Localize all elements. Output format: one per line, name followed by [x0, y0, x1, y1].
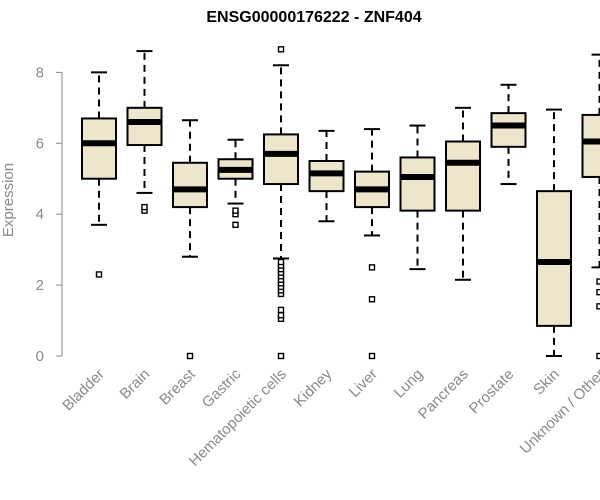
iqr-box: [490, 112, 527, 148]
x-tick-label: Pancreas: [415, 366, 472, 423]
chart-title: ENSG00000176222 - ZNF404: [206, 9, 421, 26]
box-bladder: [81, 71, 117, 278]
outlier-point: [368, 352, 376, 360]
box-kidney: [308, 129, 345, 223]
outlier-point: [232, 221, 239, 229]
box-hematopoietic-cells: [263, 46, 299, 360]
outlier-point: [95, 271, 103, 278]
box-pancreas: [445, 106, 481, 281]
x-tick-label: Prostate: [466, 366, 518, 418]
x-tick-label: Brain: [117, 366, 154, 403]
box-gastric: [217, 138, 254, 229]
outlier-point: [277, 306, 285, 314]
box-breast: [172, 119, 208, 360]
y-tick-label: 8: [36, 64, 44, 81]
box-skin: [536, 108, 572, 357]
box-unknown-other: [581, 53, 600, 360]
boxes: [81, 46, 600, 360]
iqr-box: [399, 156, 436, 212]
x-tick-label: Skin: [530, 366, 563, 399]
iqr-box: [126, 106, 163, 147]
iqr-box: [263, 133, 299, 186]
outlier-point: [277, 46, 285, 53]
outlier-point: [368, 296, 376, 303]
outlier-point: [186, 352, 194, 360]
y-tick-label: 4: [36, 206, 44, 223]
x-tick-label: Breast: [156, 365, 199, 408]
iqr-box: [536, 190, 572, 327]
y-tick-label: 0: [36, 348, 44, 365]
x-tick-label: Lung: [391, 366, 427, 402]
y-tick-label: 2: [36, 277, 44, 294]
iqr-box: [172, 161, 208, 209]
outlier-point: [368, 264, 376, 271]
iqr-box: [81, 117, 117, 180]
iqr-box: [581, 113, 600, 178]
outlier-point: [277, 312, 285, 319]
box-prostate: [490, 83, 527, 186]
outlier-point: [277, 258, 285, 266]
x-tick-label: Bladder: [59, 366, 108, 415]
x-tick-label: Liver: [346, 366, 381, 401]
iqr-box: [445, 140, 481, 212]
outlier-point: [277, 352, 285, 360]
y-axis: 0 2 4 6 8: [36, 64, 63, 365]
y-tick-label: 6: [36, 135, 44, 152]
box-brain: [126, 50, 163, 214]
y-axis-label: Expression: [0, 163, 17, 237]
box-lung: [399, 124, 436, 271]
outlier-point: [141, 203, 148, 211]
outlier-point: [232, 207, 239, 214]
box-liver: [354, 128, 390, 360]
x-tick-label: Kidney: [291, 365, 336, 410]
